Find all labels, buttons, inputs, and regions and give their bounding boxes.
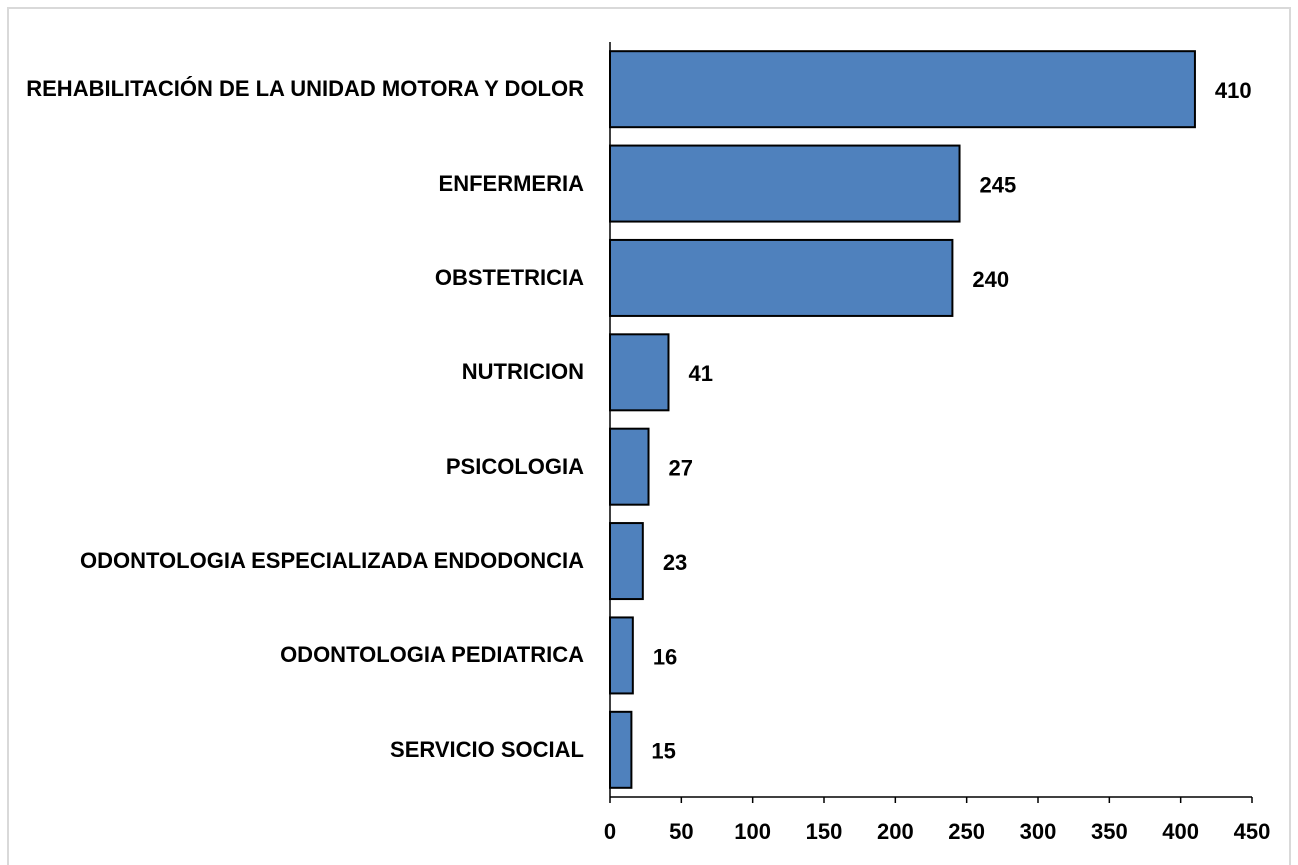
bar	[609, 710, 633, 789]
y-tick-label: ENFERMERIA	[439, 139, 584, 229]
data-label: 410	[1215, 78, 1252, 103]
x-tick-label: 300	[1020, 819, 1057, 844]
category-text: OBSTETRICIA	[434, 264, 584, 290]
bar	[609, 144, 961, 223]
category-text: PSICOLOGIA	[445, 453, 584, 479]
y-tick-label: SERVICIO SOCIAL	[390, 705, 584, 795]
x-tick-label: 350	[1091, 819, 1128, 844]
bar	[609, 522, 644, 601]
x-tick-label: 100	[734, 819, 771, 844]
category-text: NUTRICION	[461, 359, 584, 385]
data-label: 16	[653, 644, 677, 669]
data-label: 23	[663, 550, 687, 575]
bar	[609, 238, 954, 317]
data-label: 15	[651, 739, 675, 764]
category-text: ODONTOLOGIA PEDIATRICA	[280, 642, 584, 668]
bar	[609, 50, 1196, 129]
bar	[609, 616, 634, 695]
frame	[7, 7, 1291, 865]
x-tick-label: 0	[604, 819, 616, 844]
y-tick-label: NUTRICION	[462, 327, 584, 417]
data-label: 41	[688, 361, 712, 386]
data-label: 245	[980, 172, 1017, 197]
data-label: 27	[669, 456, 693, 481]
bar	[609, 427, 650, 506]
x-tick-label: 200	[877, 819, 914, 844]
y-tick-label: ODONTOLOGIA PEDIATRICA	[280, 610, 584, 700]
y-tick-label: OBSTETRICIA	[435, 233, 584, 323]
category-text: ENFERMERIA	[438, 170, 584, 196]
bar	[609, 333, 670, 412]
x-tick-label: 400	[1162, 819, 1199, 844]
y-tick-label: ODONTOLOGIA ESPECIALIZADA ENDODONCIA	[80, 516, 584, 606]
y-tick-label: REHABILITACIÓN DE LA UNIDAD MOTORA Y DOL…	[26, 44, 584, 134]
category-text: SERVICIO SOCIAL	[390, 736, 584, 762]
data-label: 240	[972, 267, 1009, 292]
x-tick-label: 50	[669, 819, 693, 844]
x-tick-label: 250	[948, 819, 985, 844]
y-tick-label: PSICOLOGIA	[446, 422, 584, 512]
category-text: REHABILITACIÓN DE LA UNIDAD MOTORA Y DOL…	[26, 76, 584, 102]
x-tick-label: 150	[806, 819, 843, 844]
category-text: ODONTOLOGIA ESPECIALIZADA ENDODONCIA	[80, 548, 584, 574]
x-tick-label: 450	[1234, 819, 1271, 844]
